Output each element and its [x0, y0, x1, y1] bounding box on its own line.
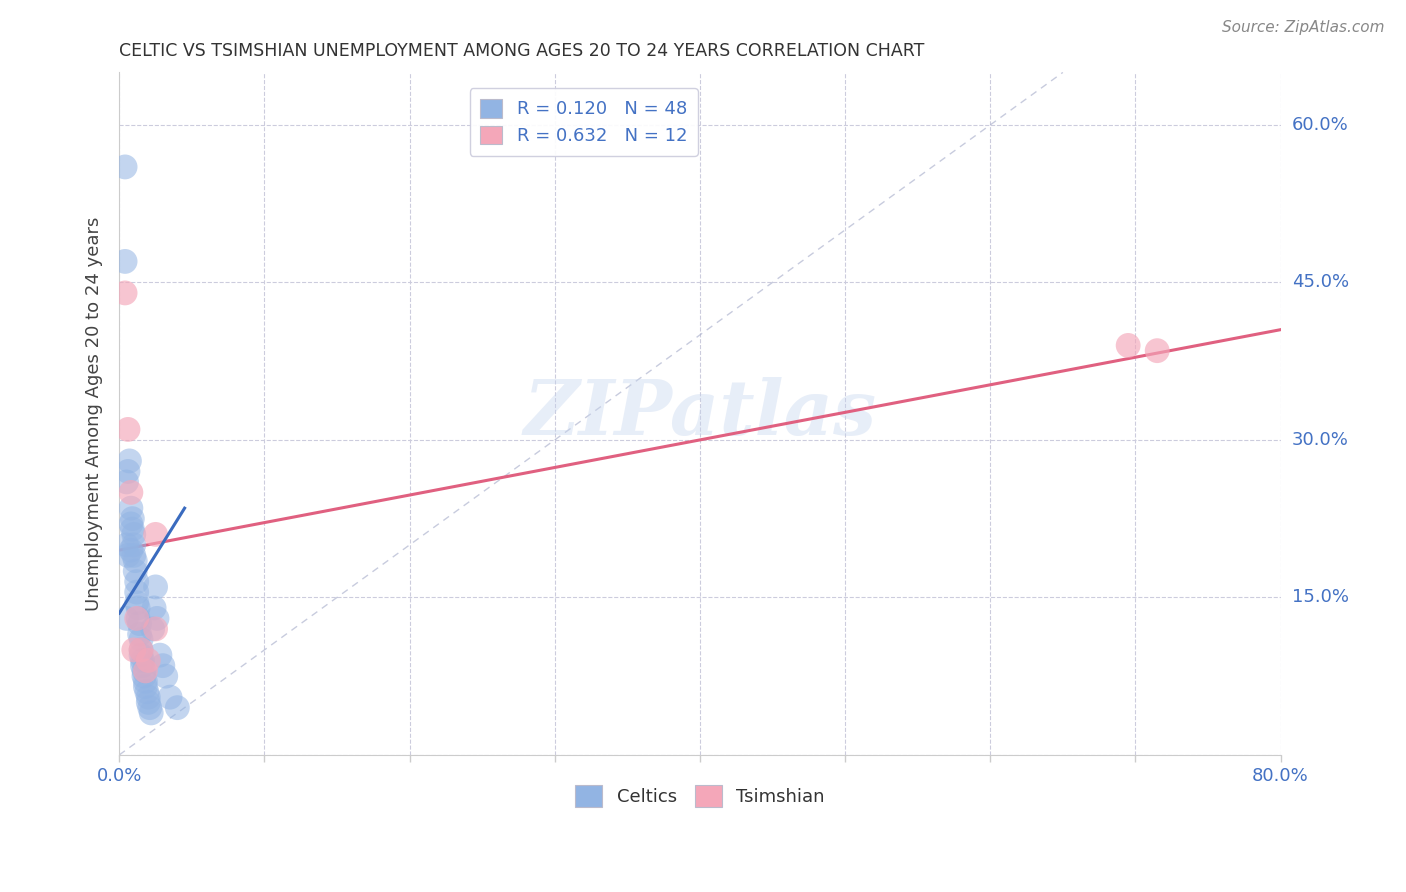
- Point: [125, 596, 148, 610]
- Point: [149, 648, 172, 662]
- Point: [125, 585, 148, 599]
- Point: [134, 680, 156, 694]
- Point: [134, 674, 156, 689]
- Point: [132, 669, 155, 683]
- Point: [125, 611, 148, 625]
- Point: [129, 643, 152, 657]
- Legend: Celtics, Tsimshian: Celtics, Tsimshian: [568, 778, 832, 814]
- Point: [139, 700, 162, 714]
- Point: [142, 622, 165, 636]
- Point: [121, 511, 143, 525]
- Text: 30.0%: 30.0%: [1292, 431, 1348, 449]
- Point: [132, 664, 155, 678]
- Point: [115, 611, 138, 625]
- Point: [120, 543, 142, 558]
- Text: Source: ZipAtlas.com: Source: ZipAtlas.com: [1222, 20, 1385, 35]
- Point: [145, 622, 167, 636]
- Point: [122, 527, 145, 541]
- Text: 45.0%: 45.0%: [1292, 274, 1348, 292]
- Point: [122, 538, 145, 552]
- Point: [115, 475, 138, 489]
- Point: [124, 554, 146, 568]
- Text: CELTIC VS TSIMSHIAN UNEMPLOYMENT AMONG AGES 20 TO 24 YEARS CORRELATION CHART: CELTIC VS TSIMSHIAN UNEMPLOYMENT AMONG A…: [120, 42, 925, 60]
- Text: 15.0%: 15.0%: [1292, 589, 1348, 607]
- Point: [129, 643, 152, 657]
- Point: [127, 601, 149, 615]
- Point: [122, 549, 145, 563]
- Point: [114, 254, 136, 268]
- Point: [152, 658, 174, 673]
- Point: [120, 516, 142, 531]
- Point: [146, 611, 169, 625]
- Point: [117, 464, 139, 478]
- Point: [1146, 343, 1168, 358]
- Point: [128, 627, 150, 641]
- Point: [134, 664, 156, 678]
- Point: [166, 700, 188, 714]
- Point: [129, 648, 152, 662]
- Point: [122, 643, 145, 657]
- Point: [155, 669, 177, 683]
- Point: [143, 601, 166, 615]
- Point: [118, 454, 141, 468]
- Point: [145, 580, 167, 594]
- Point: [145, 527, 167, 541]
- Point: [141, 706, 163, 720]
- Point: [1116, 338, 1139, 352]
- Text: ZIPatlas: ZIPatlas: [523, 376, 876, 450]
- Point: [136, 653, 159, 667]
- Point: [127, 611, 149, 625]
- Point: [128, 616, 150, 631]
- Point: [121, 522, 143, 536]
- Text: 60.0%: 60.0%: [1292, 116, 1348, 134]
- Point: [117, 549, 139, 563]
- Point: [136, 695, 159, 709]
- Point: [131, 658, 153, 673]
- Point: [136, 690, 159, 705]
- Point: [135, 685, 157, 699]
- Point: [114, 285, 136, 300]
- Point: [114, 160, 136, 174]
- Point: [115, 538, 138, 552]
- Point: [120, 501, 142, 516]
- Point: [125, 574, 148, 589]
- Point: [131, 653, 153, 667]
- Point: [120, 485, 142, 500]
- Y-axis label: Unemployment Among Ages 20 to 24 years: Unemployment Among Ages 20 to 24 years: [86, 217, 103, 611]
- Point: [124, 564, 146, 578]
- Point: [129, 632, 152, 647]
- Point: [117, 422, 139, 436]
- Point: [159, 690, 181, 705]
